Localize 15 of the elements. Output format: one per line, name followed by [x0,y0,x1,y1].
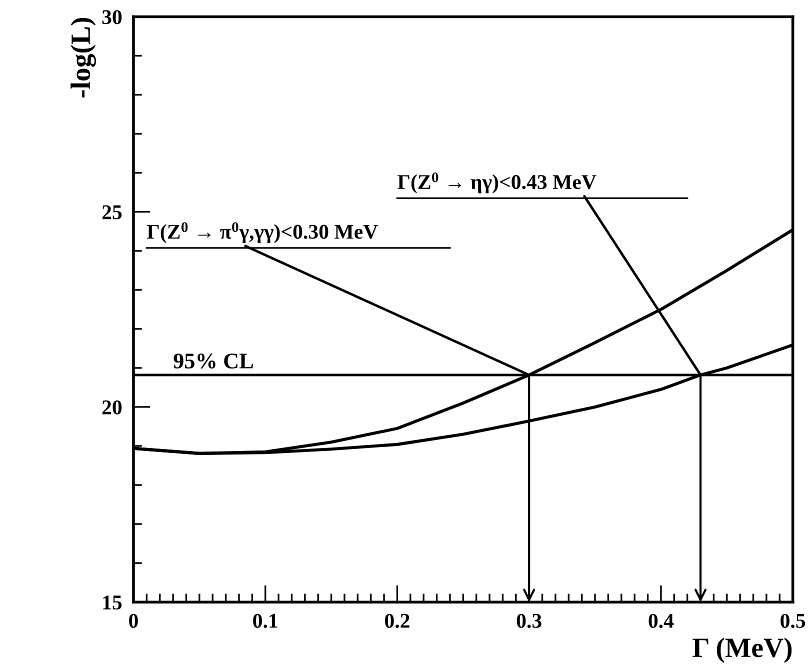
annotation: Γ(Z$^{0}$ → π$^{0}$γ,γγ)<0.30 MeV [147,222,378,244]
y-tick-label: 30 [102,10,122,24]
x-tick-label: 0.4 [648,614,674,628]
annotation: Γ(Z$^{0}$ → ηγ)<0.43 MeV [398,172,596,194]
x-tick-label: 0.5 [780,614,806,628]
ref-line-label: 95% CL [174,354,253,369]
x-tick-label: 0.2 [384,614,410,628]
y-tick-label: 20 [102,400,122,414]
x-tick-label: 0.1 [253,614,278,628]
y-tick-label: 25 [102,205,122,220]
y-axis-title: -log(L) [70,18,96,98]
x-tick-label: 0 [129,614,138,628]
x-tick-label: 0.3 [516,614,542,628]
x-axis-title: Γ (MeV) [692,638,792,663]
y-tick-label: 15 [103,596,122,610]
